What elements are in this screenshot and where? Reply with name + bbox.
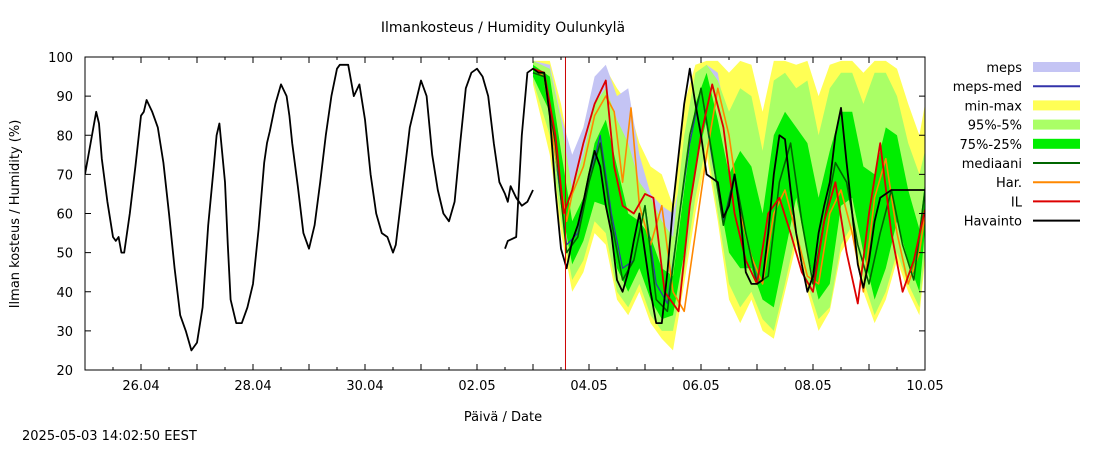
x-tick-label: 02.05 <box>458 379 495 394</box>
y-tick-label: 60 <box>56 208 73 223</box>
y-tick-label: 40 <box>56 286 73 301</box>
series-havainto-observed <box>85 63 534 352</box>
x-tick-label: 04.05 <box>570 379 607 394</box>
x-tick-label: 26.04 <box>122 379 159 394</box>
y-tick-label: 100 <box>48 51 73 66</box>
legend-swatch-minmax <box>1033 100 1080 111</box>
x-tick-label: 06.05 <box>682 379 719 394</box>
legend-label-p75_25: 75%-25% <box>960 138 1022 153</box>
legend-label-minmax: min-max <box>964 99 1022 114</box>
x-axis-label: Päivä / Date <box>464 410 542 425</box>
plot-content <box>85 57 925 370</box>
legend-label-har: Har. <box>996 176 1022 191</box>
legend-swatch-meps <box>1033 62 1080 72</box>
x-tick-label: 08.05 <box>794 379 831 394</box>
series-mediaani <box>532 71 925 313</box>
legend: meps meps-med min-max 95%-5% 75%-25% mediaani… <box>953 61 1080 230</box>
legend-label-mediaani: mediaani <box>962 157 1022 172</box>
y-tick-label: 20 <box>56 364 73 379</box>
y-tick-label: 80 <box>56 129 73 144</box>
y-tick-label: 30 <box>56 325 73 340</box>
chart-title: Ilmankosteus / Humidity Oulunkylä <box>381 20 625 36</box>
x-tick-label: 28.04 <box>234 379 271 394</box>
legend-label-p95_5: 95%-5% <box>968 119 1022 134</box>
y-tick-label: 70 <box>56 168 73 183</box>
legend-label-havainto: Havainto <box>964 215 1022 230</box>
legend-swatch-p95_5 <box>1033 119 1080 130</box>
axes: 20 30 40 50 60 70 80 90 100 26.04 28.04 30.04 02.05 0… <box>48 51 943 394</box>
legend-swatch-p75_25 <box>1033 138 1080 149</box>
x-tick-label: 10.05 <box>906 379 943 394</box>
timestamp: 2025-05-03 14:02:50 EEST <box>22 429 197 444</box>
series-il <box>532 67 925 313</box>
y-tick-label: 50 <box>56 247 73 262</box>
legend-label-il: IL <box>1011 195 1023 210</box>
y-tick-label: 90 <box>56 90 73 105</box>
x-tick-label: 30.04 <box>346 379 383 394</box>
legend-label-meps: meps <box>986 61 1022 76</box>
series-havainto-forecast-period <box>504 67 925 324</box>
plot-area <box>85 57 925 370</box>
y-axis-label: Ilman kosteus / Humidity (%) <box>8 120 23 309</box>
legend-label-meps_med: meps-med <box>953 80 1022 95</box>
